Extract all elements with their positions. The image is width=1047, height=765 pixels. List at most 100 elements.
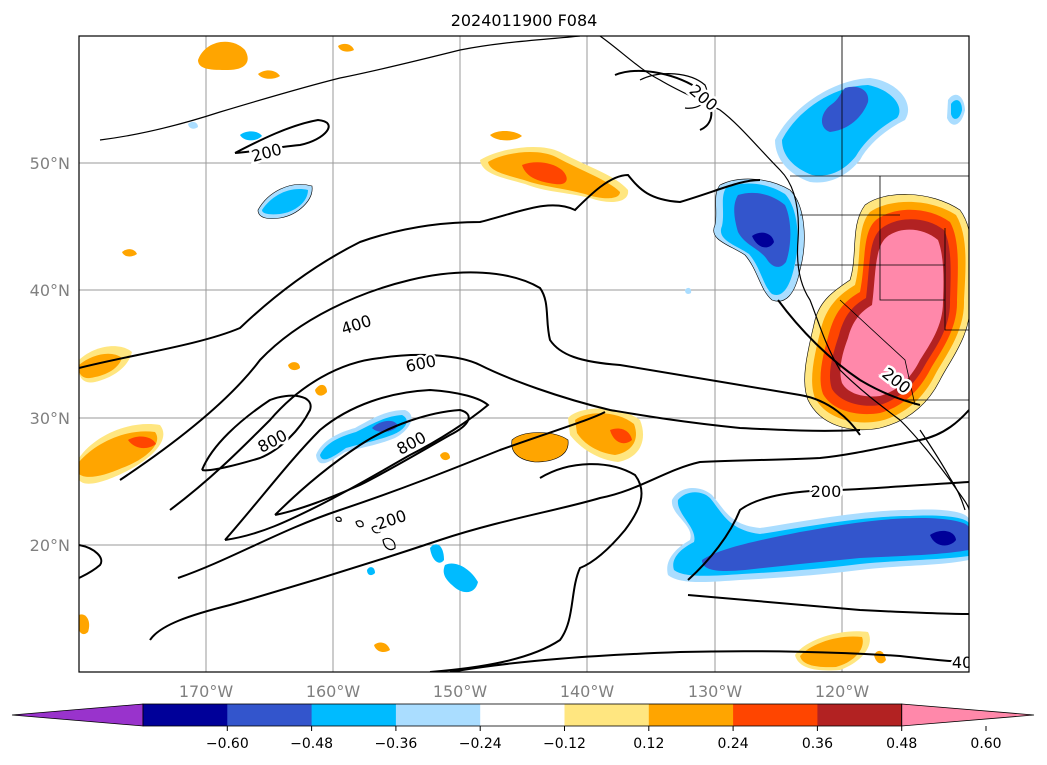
coastline <box>99 36 581 141</box>
shaded-region <box>122 249 137 257</box>
shaded-region <box>702 518 969 571</box>
contour-line <box>777 299 921 406</box>
map-title: 2024011900 F084 <box>451 11 598 30</box>
colorbar-segments <box>11 703 1035 727</box>
contour-line <box>449 650 969 672</box>
shaded-region <box>610 428 632 444</box>
shaded-region <box>288 362 300 371</box>
shaded-region <box>685 287 692 294</box>
contour-line <box>169 353 861 511</box>
shaded-region <box>430 544 444 563</box>
colorbar-segment <box>733 704 818 726</box>
map-frame <box>78 35 970 673</box>
colorbar-tick-label: −0.24 <box>459 736 502 752</box>
shading-outlines <box>257 178 969 463</box>
shaded-region <box>443 563 478 593</box>
coastlines <box>99 36 969 551</box>
contour-line <box>274 408 470 516</box>
lat-label: 20°N <box>30 536 70 555</box>
contour-line <box>79 544 103 579</box>
island-outline <box>335 516 342 522</box>
colorbar-tick-label: 0.48 <box>886 736 917 752</box>
shaded-region <box>734 192 791 267</box>
latitude-labels: 20°N 30°N 40°N 50°N <box>30 154 70 555</box>
colorbar-segment <box>227 704 313 726</box>
colorbar-tick-label: −0.48 <box>290 736 333 752</box>
shading-outline <box>804 194 969 431</box>
colorbar-segment <box>564 704 650 726</box>
colorbar-segment <box>480 704 565 726</box>
contour-line <box>201 394 312 472</box>
island-outline <box>371 525 381 534</box>
contour-label: 200 <box>811 482 842 501</box>
lon-label: 160°W <box>306 682 361 701</box>
colorbar: −0.60 −0.48 −0.36 −0.24 −0.12 0.12 0.24 0.36 0.4… <box>11 703 1035 752</box>
shaded-region <box>128 436 156 449</box>
shaded-region <box>951 100 962 119</box>
colorbar-extend-high <box>901 703 1035 727</box>
lat-label: 50°N <box>30 154 70 173</box>
lon-label: 130°W <box>688 682 743 701</box>
political-borders <box>790 36 969 406</box>
shaded-region <box>575 413 636 455</box>
border-line <box>944 228 969 331</box>
colorbar-tick-label: −0.36 <box>374 736 417 752</box>
contour-line <box>429 463 643 672</box>
coastline <box>599 36 969 511</box>
colorbar-tick-label: 0.60 <box>970 736 1001 752</box>
contour-line <box>614 69 713 131</box>
colorbar-tick-label: −0.12 <box>543 736 586 752</box>
longitude-labels: 170°W 160°W 150°W 140°W 130°W 120°W <box>179 682 870 701</box>
lon-label: 120°W <box>815 682 870 701</box>
border-line <box>839 299 916 406</box>
contour-line <box>149 409 969 641</box>
island-outline <box>355 520 364 528</box>
colorbar-segment <box>817 704 903 726</box>
colorbar-extend-low <box>11 703 144 727</box>
shaded-region <box>372 420 398 432</box>
contour-lines <box>79 69 969 672</box>
contour-line <box>119 271 861 481</box>
shading-outline <box>257 184 313 220</box>
shaded-region <box>198 41 248 70</box>
shaded-region <box>315 384 327 396</box>
contour-line <box>79 173 761 369</box>
contour-line <box>687 481 969 581</box>
map-panel: 200 200 400 600 800 800 200 200 200 40 <box>78 35 972 673</box>
shaded-region <box>490 130 522 141</box>
coastline <box>639 73 708 109</box>
lat-label: 40°N <box>30 281 70 300</box>
border-line <box>879 176 945 301</box>
colorbar-frame <box>142 703 903 727</box>
lon-label: 150°W <box>433 682 488 701</box>
colorbar-tick-label: 0.24 <box>718 736 749 752</box>
lat-label: 30°N <box>30 409 70 428</box>
shaded-region <box>79 614 90 635</box>
contour-label: 40 <box>952 653 972 672</box>
contour-line <box>234 118 330 154</box>
colorbar-tick-label: −0.60 <box>206 736 249 752</box>
shaded-region <box>752 232 774 248</box>
shaded-region <box>522 162 567 185</box>
shading-outline <box>713 178 805 302</box>
shaded-region <box>821 86 869 132</box>
shaded-region <box>374 642 390 653</box>
colorbar-tick-label: 0.12 <box>633 736 664 752</box>
shaded-region <box>188 121 198 129</box>
shaded-region <box>240 131 262 141</box>
colorbar-segment <box>648 704 734 726</box>
shaded-region <box>930 530 956 546</box>
shaded-region <box>258 70 280 79</box>
shaded-region <box>440 452 450 461</box>
colorbar-segment <box>143 704 228 726</box>
lon-label: 170°W <box>179 682 234 701</box>
contour-line <box>687 594 969 615</box>
coastline <box>919 429 966 511</box>
colorbar-segment <box>395 704 481 726</box>
colorbar-segment <box>311 704 397 726</box>
shaded-region <box>840 229 944 397</box>
shaded-region <box>262 189 308 215</box>
contour-line <box>224 388 490 541</box>
colorbar-ticks: −0.60 −0.48 −0.36 −0.24 −0.12 0.12 0.24 0.36 0.4… <box>206 726 1002 752</box>
